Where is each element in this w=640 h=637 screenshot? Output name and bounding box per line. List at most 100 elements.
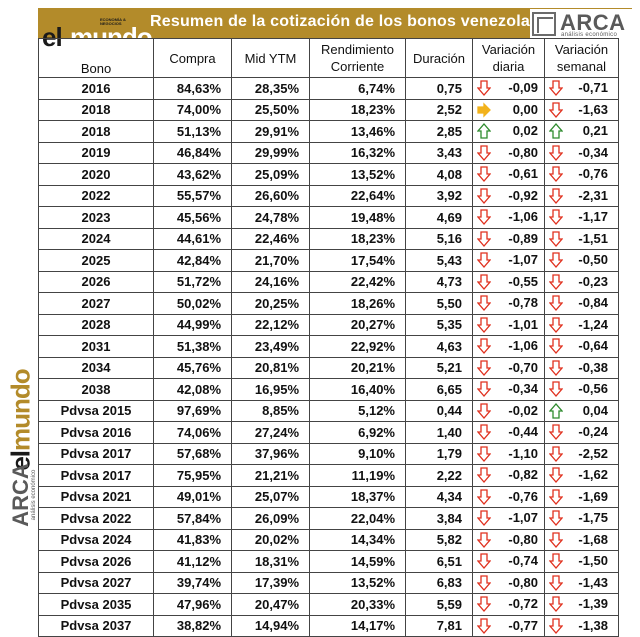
table-row: 2025 42,84% 21,70% 17,54% 5,43 -1,07 -0,50 [38,249,619,272]
cell-mid-ytm: 25,07% [231,485,310,508]
bond-table: Bono Compra Mid YTM Rendimiento Corrient… [38,38,619,637]
cell-mid-ytm: 25,50% [231,98,310,121]
cell-variacion-semanal-value: -0,38 [578,359,608,375]
cell-variacion-semanal-value: 0,04 [582,402,608,418]
cell-bono: 2023 [38,206,154,229]
daily-down-arrow-icon [477,488,491,505]
cell-duracion: 4,34 [405,485,473,508]
daily-down-arrow-icon [477,359,491,376]
cell-bono: 2019 [38,141,154,164]
elmundo-logo-tagline: ECONOMÍA & NEGOCIOS [100,17,126,26]
weekly-down-arrow-icon [549,166,563,182]
weekly-down-arrow-icon [549,488,563,505]
cell-variacion-semanal-value: -1,68 [578,531,608,547]
cell-compra: 45,76% [153,356,232,379]
table-row: 2018 74,00% 25,50% 18,23% 2,52 0,00 -1,63 [38,98,619,121]
cell-variacion-diaria: -0,89 [472,227,545,250]
cell-variacion-semanal-value: -0,56 [578,381,608,396]
header-duracion: Duración [405,38,473,78]
cell-variacion-diaria-value: 0,02 [512,123,538,138]
cell-mid-ytm: 24,16% [231,270,310,293]
cell-variacion-semanal: -1,75 [544,507,619,530]
cell-variacion-diaria-value: -0,82 [508,467,538,482]
cell-variacion-diaria: -1,10 [472,442,545,465]
cell-variacion-semanal: -0,23 [544,270,619,293]
cell-bono: Pdvsa 2021 [38,485,154,508]
cell-duracion: 3,84 [405,507,473,530]
cell-variacion-semanal-value: -2,52 [578,445,608,461]
cell-rendimiento: 13,46% [309,120,406,143]
cell-variacion-semanal-value: -0,64 [578,338,608,353]
cell-variacion-semanal: -0,24 [544,421,619,444]
cell-compra: 42,08% [153,378,232,401]
arca-vertical-sub: análisis económico [31,469,37,521]
cell-variacion-semanal: 0,04 [544,399,619,422]
cell-rendimiento: 6,92% [309,421,406,444]
daily-down-arrow-icon [477,424,491,440]
table-row: 2024 44,61% 22,46% 18,23% 5,16 -0,89 -1,51 [38,227,619,250]
cell-rendimiento: 18,23% [309,98,406,121]
cell-mid-ytm: 24,78% [231,206,310,229]
cell-rendimiento: 20,33% [309,593,406,616]
cell-bono: Pdvsa 2016 [38,421,154,444]
cell-rendimiento: 22,92% [309,335,406,358]
table-row: Pdvsa 2022 57,84% 26,09% 22,04% 3,84 -1,07 -1,… [38,507,619,530]
cell-variacion-diaria-value: -0,74 [508,553,538,568]
weekly-down-arrow-icon [549,596,563,612]
arca-mark-icon [532,12,556,36]
cell-bono: Pdvsa 2017 [38,464,154,487]
header-variacion-semanal: Variación semanal [544,38,619,78]
cell-variacion-semanal: -0,64 [544,335,619,358]
cell-bono: 2025 [38,249,154,272]
cell-variacion-diaria: -0,80 [472,528,545,551]
weekly-down-arrow-icon [549,230,563,247]
daily-down-arrow-icon [477,187,491,204]
cell-variacion-diaria-value: -0,76 [508,488,538,504]
cell-variacion-diaria: -0,44 [472,421,545,444]
cell-variacion-diaria-value: -0,89 [508,230,538,246]
cell-mid-ytm: 22,46% [231,227,310,250]
cell-mid-ytm: 23,49% [231,335,310,358]
cell-compra: 49,01% [153,485,232,508]
table-row: Pdvsa 2021 49,01% 25,07% 18,37% 4,34 -0,76 -1,… [38,485,619,508]
daily-down-arrow-icon [477,402,491,419]
cell-compra: 51,72% [153,270,232,293]
cell-variacion-semanal: -1,17 [544,206,619,229]
cell-duracion: 5,82 [405,528,473,551]
daily-down-arrow-icon [477,467,491,483]
cell-variacion-diaria: -1,07 [472,249,545,272]
elmundo-vertical-mundo: mundo [5,369,36,451]
cell-variacion-diaria: 0,00 [472,98,545,121]
cell-variacion-semanal-value: -1,17 [578,209,608,224]
table-row: 2020 43,62% 25,09% 13,52% 4,08 -0,61 -0,76 [38,163,619,186]
cell-variacion-semanal: -2,52 [544,442,619,465]
daily-down-arrow-icon [477,80,491,96]
cell-variacion-diaria-value: -1,06 [508,209,538,224]
cell-variacion-diaria: -1,01 [472,313,545,336]
cell-bono: Pdvsa 2022 [38,507,154,530]
cell-variacion-diaria: -0,70 [472,356,545,379]
cell-variacion-diaria: -0,02 [472,399,545,422]
weekly-down-arrow-icon [549,144,563,161]
cell-bono: 2022 [38,184,154,207]
cell-variacion-semanal-value: -0,34 [578,144,608,160]
cell-variacion-semanal: -1,51 [544,227,619,250]
weekly-down-arrow-icon [549,187,563,204]
cell-variacion-semanal: 0,21 [544,120,619,143]
cell-variacion-semanal-value: 0,21 [582,123,608,138]
cell-variacion-diaria: -0,76 [472,485,545,508]
cell-variacion-semanal: -0,50 [544,249,619,272]
cell-variacion-semanal-value: -1,51 [578,230,608,246]
cell-variacion-diaria-value: -0,61 [508,166,538,181]
cell-duracion: 6,65 [405,378,473,401]
table-row: 2028 44,99% 22,12% 20,27% 5,35 -1,01 -1,24 [38,313,619,336]
cell-variacion-diaria-value: -0,80 [508,574,538,590]
cell-variacion-semanal-value: -1,43 [578,574,608,590]
cell-mid-ytm: 22,12% [231,313,310,336]
cell-rendimiento: 6,74% [309,77,406,100]
cell-mid-ytm: 29,91% [231,120,310,143]
cell-variacion-diaria-value: -0,09 [508,80,538,95]
cell-bono: 2028 [38,313,154,336]
cell-variacion-semanal-value: -2,31 [578,187,608,203]
cell-duracion: 3,43 [405,141,473,164]
